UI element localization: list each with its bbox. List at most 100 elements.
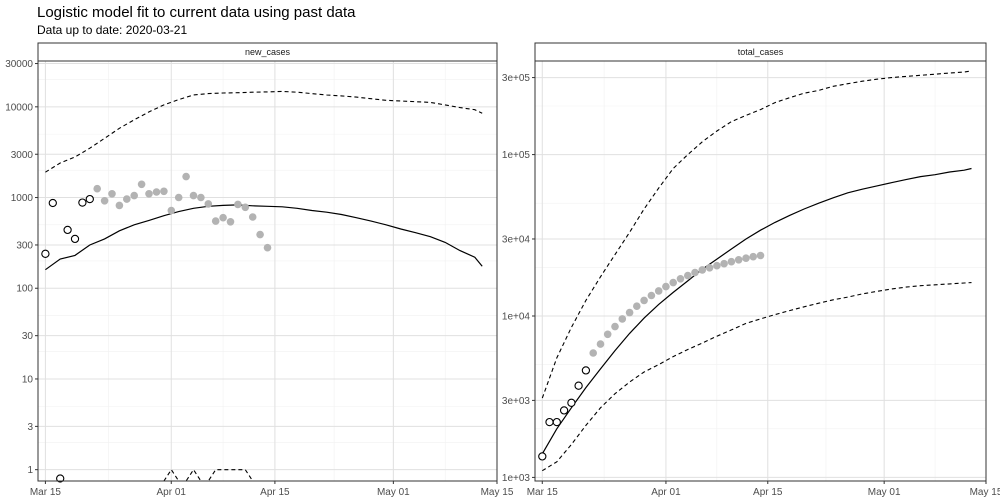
past-data-point [552, 417, 561, 427]
upper-bound-line [541, 70, 972, 399]
x-tick-label: Apr 15 [260, 487, 290, 498]
current-data-point [174, 193, 183, 202]
current-data-point [640, 296, 648, 305]
current-data-point [618, 315, 627, 323]
y-tick-label: 1e+04 [502, 311, 531, 322]
current-data-point [160, 187, 168, 196]
current-data-point [189, 191, 198, 200]
past-data-point [85, 194, 94, 204]
current-data-point [625, 308, 634, 317]
current-data-point [691, 268, 699, 277]
current-data-point [749, 252, 757, 261]
y-tick-label: 30000 [5, 59, 33, 70]
y-tick-label: 10000 [5, 102, 33, 113]
current-data-point [647, 291, 656, 300]
current-data-point [241, 203, 250, 212]
y-tick-label: 3000 [11, 150, 34, 161]
y-tick-label: 10 [22, 374, 34, 385]
current-data-point [93, 184, 101, 193]
strip-label: total_cases [738, 47, 784, 57]
current-data-point [756, 251, 765, 260]
y-tick-label: 1e+03 [502, 473, 531, 484]
x-tick-label: May 15 [481, 487, 514, 498]
past-data-point [70, 234, 80, 244]
y-tick-label: 30 [22, 331, 34, 342]
y-tick-label: 1e+05 [502, 150, 531, 161]
chart-title: Logistic model fit to current data using… [37, 4, 356, 21]
current-data-point [669, 278, 677, 287]
current-data-point [204, 200, 213, 208]
lower-bound-line [163, 468, 254, 482]
y-tick-label: 3e+04 [502, 234, 531, 245]
current-data-point [219, 213, 227, 222]
current-data-point [226, 218, 235, 226]
y-tick-label: 3 [27, 422, 33, 433]
current-data-point [727, 257, 736, 266]
current-data-point [248, 213, 257, 221]
current-data-point [698, 266, 707, 274]
x-tick-label: Apr 01 [157, 487, 187, 498]
upper-bound-line [45, 90, 483, 173]
panel-border [37, 60, 498, 482]
current-data-point [263, 243, 272, 252]
past-data-point [559, 406, 569, 415]
current-data-point [167, 206, 176, 215]
panel-border [534, 60, 987, 482]
current-data-point [130, 191, 138, 200]
x-tick-label: Apr 01 [651, 487, 681, 498]
current-data-point [108, 190, 116, 198]
y-tick-label: 3e+03 [502, 396, 531, 407]
past-data-point [48, 198, 57, 208]
current-data-point [137, 180, 146, 189]
past-data-point [581, 366, 591, 375]
past-data-point [538, 452, 547, 461]
current-data-point [633, 302, 641, 311]
past-data-point [56, 474, 65, 483]
x-tick-label: May 01 [868, 487, 901, 498]
current-data-point [662, 282, 670, 291]
x-tick-label: Apr 15 [753, 487, 783, 498]
current-data-point [234, 200, 242, 209]
x-tick-label: May 01 [377, 487, 410, 498]
past-data-point [567, 398, 576, 407]
current-data-point [676, 275, 685, 283]
panel-new-cases: new_cases 1 3 10 30 100 300 1000 3000 10000 30000 M… [5, 42, 514, 498]
current-data-point [115, 201, 124, 210]
strip-label: new_cases [245, 47, 291, 57]
current-data-point [734, 255, 743, 264]
current-data-point [100, 197, 109, 205]
current-data-point [152, 188, 161, 196]
current-data-point [684, 271, 692, 280]
fitted-line [45, 204, 483, 271]
current-data-point [742, 254, 750, 262]
current-data-point [596, 340, 605, 348]
y-tick-label: 1 [27, 465, 33, 476]
y-tick-label: 1000 [11, 193, 34, 204]
current-data-point [145, 190, 153, 198]
panel-total-cases: total_cases 1e+03 3e+03 1e+04 3e+04 1e+05 3e+0… [502, 42, 1000, 498]
current-data-point [705, 264, 714, 272]
current-data-point [123, 195, 131, 203]
current-data-point [713, 261, 721, 270]
current-data-point [211, 217, 220, 225]
current-data-point [654, 287, 663, 295]
chart-subtitle: Data up to date: 2020-03-21 [37, 23, 188, 37]
past-data-point [545, 417, 554, 427]
fitted-line [541, 167, 972, 455]
y-tick-label: 3e+05 [502, 73, 531, 84]
past-data-point [63, 225, 72, 235]
current-data-point [256, 230, 264, 239]
current-data-point [182, 172, 190, 181]
x-tick-label: May 15 [970, 487, 1000, 498]
y-tick-label: 100 [16, 284, 33, 295]
current-data-point [603, 330, 612, 339]
past-data-point [41, 249, 50, 258]
current-data-point [720, 259, 728, 268]
x-tick-label: Mar 15 [30, 487, 62, 498]
current-data-point [589, 349, 597, 357]
past-data-point [78, 198, 87, 207]
past-data-point [574, 381, 583, 390]
current-data-point [197, 193, 205, 202]
y-tick-label: 300 [16, 240, 33, 251]
